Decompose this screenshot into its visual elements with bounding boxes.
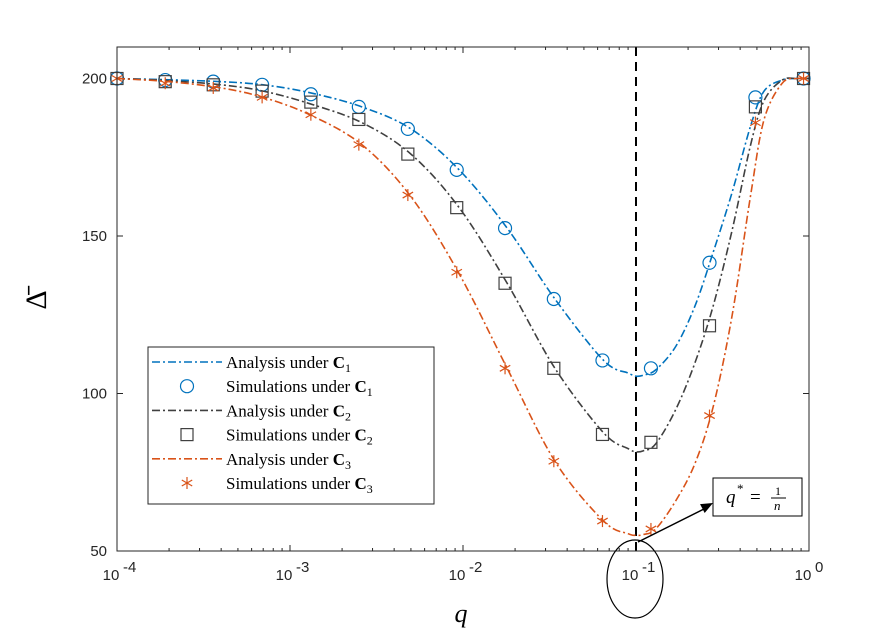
data-point-circle (595, 353, 610, 368)
legend-entry-label: Analysis under C1 (226, 353, 351, 375)
legend-label-bold: C (354, 426, 366, 445)
data-point-asterisk (596, 515, 608, 528)
data-point-circle (702, 255, 717, 270)
axes-box (116, 46, 810, 552)
data-point-square (595, 427, 610, 442)
data-point-square (304, 95, 318, 109)
x-axis-label: q (455, 599, 468, 628)
data-point-asterisk (402, 189, 414, 202)
data-point-square (702, 319, 717, 333)
data-point-asterisk (798, 72, 810, 85)
series-group (109, 71, 811, 537)
data-point-circle (546, 291, 561, 307)
legend-label-text: Analysis under (226, 401, 333, 420)
annotation-q: q (726, 487, 736, 508)
data-point-circle (748, 90, 763, 105)
data-point-circle (497, 221, 513, 236)
legend-entry-label: Simulations under C2 (226, 426, 373, 448)
x-tick-label-base: 10 (795, 567, 812, 584)
data-point-asterisk (207, 81, 219, 94)
legend-label-bold: C (333, 401, 345, 420)
legend-label-bold: C (354, 474, 366, 493)
annotation-equals: = (750, 487, 761, 508)
x-tick-label-exp: -2 (469, 559, 482, 576)
legend-marker-swatch (181, 477, 193, 489)
legend-entry-label: Simulations under C3 (226, 474, 373, 496)
legend-label-bold: C (333, 450, 345, 469)
data-point-asterisk (548, 455, 560, 468)
data-point-square (547, 361, 561, 375)
data-point-asterisk (256, 91, 268, 104)
legend-label-text: Analysis under (226, 353, 333, 372)
y-tick-label: 100 (82, 386, 107, 403)
data-point-square (498, 276, 512, 290)
data-point-square (644, 435, 658, 449)
y-tick-label: 200 (82, 71, 107, 88)
annotation-box: q * = 1 n (712, 477, 803, 517)
annotation-arrow (637, 507, 707, 543)
legend-label-text: Analysis under (226, 450, 333, 469)
legend-entry-label: Simulations under C1 (226, 377, 373, 399)
x-tick-label-exp: -1 (642, 559, 655, 576)
x-tick-label-base: 10 (449, 567, 466, 584)
legend-label-text: Simulations under (226, 426, 354, 445)
data-point-asterisk (305, 108, 317, 121)
x-tick-label-exp: -3 (296, 559, 309, 576)
annotation-star: * (737, 481, 744, 496)
data-point-circle (303, 87, 318, 102)
legend-entry-label: Analysis under C3 (226, 450, 351, 472)
data-point-square (450, 201, 464, 215)
x-tick-label-base: 10 (103, 567, 120, 584)
data-point-circle (449, 162, 464, 177)
data-point-circle (400, 121, 415, 136)
legend-label-subscript: 3 (345, 458, 351, 472)
data-point-asterisk (353, 138, 365, 151)
x-tick-label-exp: -4 (123, 559, 136, 576)
legend-label-bold: C (333, 353, 345, 372)
data-point-square (748, 100, 763, 114)
legend-entry-label: Analysis under C2 (226, 401, 351, 423)
data-point-asterisk (159, 77, 171, 90)
annotation-denominator: n (774, 498, 781, 513)
y-axis-label: Δ̄ (20, 285, 53, 309)
legend-label-bold: C (354, 377, 366, 396)
x-tick-label-base: 10 (276, 567, 293, 584)
series-line-1 (116, 77, 810, 378)
data-point-circle (643, 361, 659, 376)
x-tick-label-base: 10 (622, 567, 639, 584)
legend-label-subscript: 1 (367, 385, 373, 399)
data-point-square (401, 147, 415, 161)
data-point-square (352, 112, 366, 127)
legend-label-subscript: 3 (367, 482, 373, 496)
data-point-asterisk (645, 522, 657, 535)
y-tick-label: 150 (82, 228, 107, 245)
data-point-asterisk (703, 409, 716, 422)
legend-label-subscript: 1 (345, 361, 351, 375)
y-tick-label: 50 (90, 543, 107, 560)
data-point-asterisk (749, 116, 761, 129)
legend-label-text: Simulations under (226, 474, 354, 493)
data-point-asterisk (451, 266, 463, 279)
legend-label-subscript: 2 (367, 434, 373, 448)
annotation-arrowhead (700, 503, 713, 513)
x-tick-label-exp: 0 (815, 559, 823, 576)
legend-label-subscript: 2 (345, 409, 351, 423)
annotation-numerator: 1 (775, 484, 781, 498)
data-point-asterisk (499, 362, 511, 375)
legend-marker-swatch (179, 379, 195, 394)
annotation-ellipse (606, 539, 664, 619)
legend-label-text: Simulations under (226, 377, 354, 396)
legend-marker-swatch (180, 428, 194, 442)
series-line-2 (116, 77, 810, 453)
